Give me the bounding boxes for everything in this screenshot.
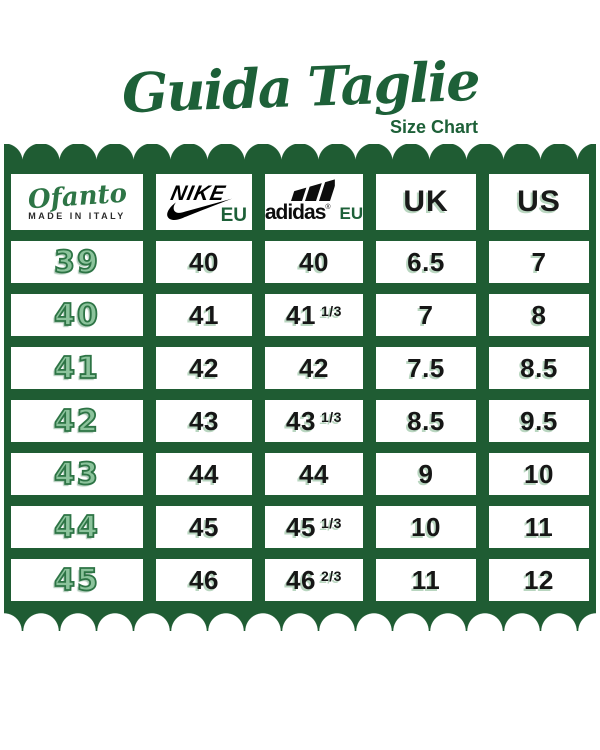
nike-size-value: 43 bbox=[189, 405, 219, 436]
us-size-value: 12 bbox=[524, 564, 554, 595]
ofanto-size-cell: 44 bbox=[11, 506, 143, 549]
us-size-value: 8 bbox=[531, 299, 547, 330]
us-size-value: 7 bbox=[531, 246, 547, 277]
ofanto-size-value: 45 bbox=[53, 562, 100, 599]
nike-logo: NIKE bbox=[153, 181, 245, 221]
ofanto-size-cell: 40 bbox=[11, 294, 143, 337]
ofanto-size-cell: 39 bbox=[11, 241, 143, 284]
nike-size-value: 41 bbox=[189, 299, 219, 330]
us-size-cell: 11 bbox=[489, 506, 589, 549]
column-header-us: US bbox=[489, 174, 589, 231]
nike-size-value: 42 bbox=[189, 352, 219, 383]
nike-size-cell: 45 bbox=[156, 506, 252, 549]
adidas-size-value: 44 bbox=[299, 458, 329, 489]
nike-size-cell: 46 bbox=[156, 559, 252, 602]
us-size-cell: 9.5 bbox=[489, 400, 589, 443]
adidas-size-value: 42 bbox=[299, 352, 329, 383]
column-header-adidas: adidas ® EU bbox=[265, 174, 363, 231]
ofanto-size-value: 42 bbox=[53, 403, 100, 440]
uk-size-value: 10 bbox=[411, 511, 441, 542]
ofanto-tagline: MADE IN ITALY bbox=[28, 210, 126, 221]
adidas-size-value: 45 bbox=[286, 511, 316, 542]
adidas-size-cell: 40 bbox=[265, 241, 363, 284]
ofanto-size-cell: 45 bbox=[11, 559, 143, 602]
adidas-logo: adidas ® EU bbox=[265, 179, 363, 225]
uk-size-cell: 7.5 bbox=[376, 347, 476, 390]
us-size-value: 11 bbox=[524, 511, 554, 542]
us-size-cell: 12 bbox=[489, 559, 589, 602]
uk-size-value: 11 bbox=[411, 564, 441, 595]
column-header-ofanto: Ofanto MADE IN ITALY bbox=[11, 174, 143, 231]
uk-size-cell: 9 bbox=[376, 453, 476, 496]
ofanto-size-value: 39 bbox=[53, 244, 100, 281]
ofanto-size-value: 41 bbox=[53, 350, 100, 387]
adidas-size-fraction: 1/3 bbox=[320, 303, 342, 320]
adidas-size-fraction: 1/3 bbox=[320, 515, 342, 532]
nike-size-cell: 42 bbox=[156, 347, 252, 390]
adidas-size-cell: 41 1/3 bbox=[265, 294, 363, 337]
uk-size-cell: 7 bbox=[376, 294, 476, 337]
nike-size-cell: 40 bbox=[156, 241, 252, 284]
nike-size-value: 45 bbox=[189, 511, 219, 542]
nike-eu-label: EU bbox=[220, 205, 247, 227]
uk-size-cell: 6.5 bbox=[376, 241, 476, 284]
us-size-value: 10 bbox=[524, 458, 554, 489]
uk-size-cell: 10 bbox=[376, 506, 476, 549]
page-title: Guida Taglie bbox=[0, 0, 600, 125]
uk-size-cell: 8.5 bbox=[376, 400, 476, 443]
adidas-size-fraction: 2/3 bbox=[320, 568, 342, 585]
nike-size-cell: 43 bbox=[156, 400, 252, 443]
ofanto-size-value: 43 bbox=[53, 456, 100, 493]
us-size-cell: 8.5 bbox=[489, 347, 589, 390]
nike-size-value: 40 bbox=[189, 246, 219, 277]
scallop-border-bottom bbox=[4, 613, 596, 632]
uk-size-value: 7.5 bbox=[407, 352, 445, 383]
ofanto-size-value: 40 bbox=[53, 297, 100, 334]
adidas-size-value: 43 bbox=[286, 405, 316, 436]
ofanto-logo: Ofanto bbox=[26, 178, 128, 216]
page-subtitle: Size Chart bbox=[389, 117, 478, 138]
uk-size-value: 7 bbox=[418, 299, 434, 330]
adidas-size-cell: 45 1/3 bbox=[265, 506, 363, 549]
adidas-registered-mark: ® bbox=[325, 204, 331, 212]
adidas-wordmark: adidas bbox=[264, 201, 327, 225]
scallop-border-top bbox=[4, 144, 596, 163]
ofanto-size-cell: 41 bbox=[11, 347, 143, 390]
us-size-value: 8.5 bbox=[520, 352, 558, 383]
nike-size-value: 46 bbox=[189, 564, 219, 595]
nike-size-cell: 41 bbox=[156, 294, 252, 337]
adidas-size-value: 46 bbox=[286, 564, 316, 595]
adidas-size-fraction: 1/3 bbox=[320, 409, 342, 426]
page-title-text: Guida Taglie bbox=[120, 48, 480, 126]
us-size-value: 9.5 bbox=[520, 405, 558, 436]
ofanto-size-cell: 43 bbox=[11, 453, 143, 496]
nike-size-cell: 44 bbox=[156, 453, 252, 496]
uk-size-value: 9 bbox=[418, 458, 434, 489]
adidas-size-cell: 42 bbox=[265, 347, 363, 390]
adidas-size-value: 41 bbox=[286, 299, 316, 330]
adidas-eu-label: EU bbox=[339, 204, 364, 224]
nike-size-value: 44 bbox=[189, 458, 219, 489]
us-size-cell: 10 bbox=[489, 453, 589, 496]
column-header-nike: NIKE EU bbox=[153, 174, 252, 231]
ofanto-size-cell: 42 bbox=[11, 400, 143, 443]
size-chart-frame: Ofanto MADE IN ITALY NIKE EU bbox=[4, 144, 596, 632]
uk-size-value: 8.5 bbox=[407, 405, 445, 436]
column-header-uk: UK bbox=[376, 174, 476, 231]
adidas-size-cell: 46 2/3 bbox=[265, 559, 363, 602]
ofanto-size-value: 44 bbox=[53, 509, 100, 546]
adidas-three-stripes-icon bbox=[290, 179, 335, 202]
us-size-cell: 8 bbox=[489, 294, 589, 337]
us-size-cell: 7 bbox=[489, 241, 589, 284]
nike-swoosh-icon bbox=[167, 199, 233, 221]
uk-size-cell: 11 bbox=[376, 559, 476, 602]
adidas-size-value: 40 bbox=[299, 246, 329, 277]
size-table: Ofanto MADE IN ITALY NIKE EU bbox=[4, 162, 596, 614]
adidas-size-cell: 44 bbox=[265, 453, 363, 496]
adidas-size-cell: 43 1/3 bbox=[265, 400, 363, 443]
uk-size-value: 6.5 bbox=[407, 246, 445, 277]
